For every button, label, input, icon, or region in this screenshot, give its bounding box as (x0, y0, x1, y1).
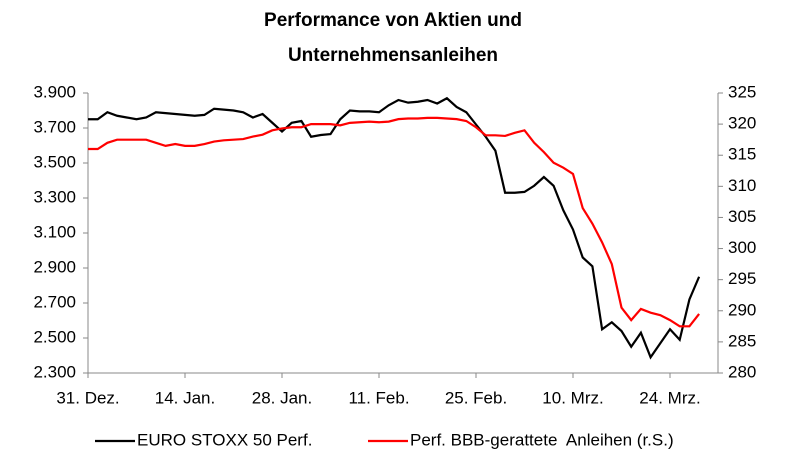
y2-tick-label: 295 (728, 269, 756, 288)
y-tick-label: 3.300 (33, 187, 76, 206)
y2-tick-label: 320 (728, 114, 756, 133)
legend-label: Perf. BBB-gerattete Anleihen (r.S.) (410, 430, 674, 449)
x-tick-label: 10. Mrz. (542, 388, 603, 407)
chart-title: Unternehmensanleihen (288, 45, 498, 66)
y2-tick-label: 285 (728, 331, 756, 350)
x-tick-label: 14. Jan. (155, 388, 216, 407)
legend-label: EURO STOXX 50 Perf. (137, 430, 312, 449)
y2-tick-label: 310 (728, 176, 756, 195)
x-tick-label: 25. Feb. (445, 388, 507, 407)
y-tick-label: 3.100 (33, 222, 76, 241)
y-tick-label: 2.300 (33, 362, 76, 381)
x-tick-label: 28. Jan. (252, 388, 313, 407)
y-tick-label: 2.900 (33, 257, 76, 276)
series-line (88, 96, 701, 360)
y2-tick-label: 290 (728, 300, 756, 319)
y2-tick-label: 305 (728, 207, 756, 226)
y2-tick-label: 300 (728, 238, 756, 257)
series-line (88, 116, 700, 328)
y-tick-label: 2.700 (33, 292, 76, 311)
y-tick-label: 2.500 (33, 327, 76, 346)
x-tick-label: 24. Mrz. (639, 388, 700, 407)
y2-tick-label: 315 (728, 145, 756, 164)
y-tick-label: 3.900 (33, 82, 76, 101)
chart-title: Performance von Aktien und (264, 10, 522, 31)
y2-tick-label: 280 (728, 362, 756, 381)
y-tick-label: 3.500 (33, 152, 76, 171)
x-tick-label: 11. Feb. (348, 388, 409, 407)
y2-tick-label: 325 (728, 82, 756, 101)
x-tick-label: 31. Dez. (56, 388, 119, 407)
y-tick-label: 3.700 (33, 117, 76, 136)
